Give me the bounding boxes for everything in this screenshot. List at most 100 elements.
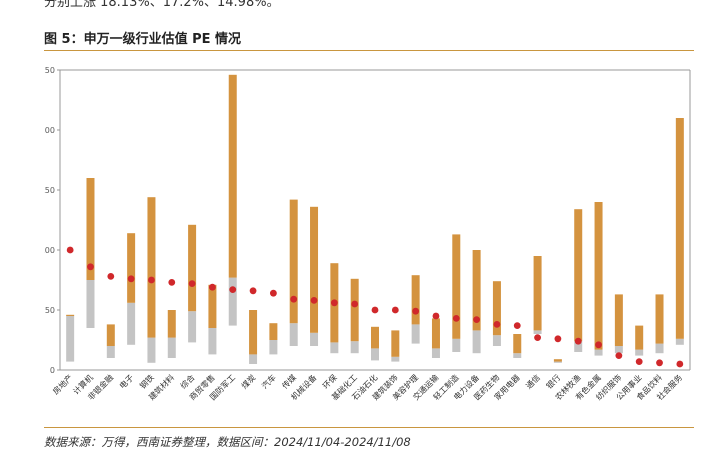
bar-lower-range <box>574 341 583 352</box>
bar-upper-range <box>431 318 440 349</box>
bar-lower-range <box>655 343 664 354</box>
current-pe-point <box>656 359 663 367</box>
current-pe-point <box>371 306 379 314</box>
bar-lower-range <box>371 348 379 361</box>
bar-lower-range <box>86 280 95 328</box>
bar-lower-range <box>106 346 115 358</box>
current-pe-point <box>127 275 135 283</box>
current-pe-point <box>676 360 684 368</box>
current-pe-point <box>188 280 196 287</box>
bar-upper-range <box>350 278 359 342</box>
bar-upper-range <box>411 275 420 325</box>
current-pe-point <box>87 263 94 271</box>
bar-upper-range <box>249 310 258 355</box>
bar-lower-range <box>411 324 420 344</box>
current-pe-point <box>574 337 582 345</box>
bar-upper-range <box>310 206 319 333</box>
bar-upper-range <box>147 197 156 338</box>
current-pe-point <box>615 352 623 359</box>
bar-lower-range <box>66 316 75 362</box>
bar-lower-range <box>452 338 461 352</box>
category-label: 煤炭 <box>239 372 257 390</box>
title-divider <box>44 50 694 51</box>
current-pe-point <box>229 286 237 293</box>
category-label: 环保 <box>320 372 338 390</box>
y-tick-label: 150 <box>44 186 55 195</box>
current-pe-point <box>554 335 562 343</box>
current-pe-point <box>310 297 318 304</box>
y-tick-label: 0 <box>50 366 55 375</box>
y-tick-label: 250 <box>44 66 55 75</box>
bar-lower-range <box>594 349 603 356</box>
bar-upper-range <box>533 256 542 331</box>
category-label: 银行 <box>544 372 562 390</box>
y-tick-label: 100 <box>44 246 55 255</box>
current-pe-point <box>452 315 460 322</box>
current-pe-point <box>473 316 481 323</box>
current-pe-point <box>330 299 338 307</box>
current-pe-point <box>635 358 643 365</box>
bar-upper-range <box>553 359 562 362</box>
bar-lower-range <box>188 311 197 343</box>
bar-upper-range <box>188 224 197 312</box>
source-note: 数据来源：万得，西南证券整理，数据区间：2024/11/04-2024/11/0… <box>44 435 411 449</box>
bar-upper-range <box>513 334 522 354</box>
bar-lower-range <box>675 338 684 345</box>
current-pe-point <box>66 246 74 254</box>
bar-lower-range <box>147 337 156 363</box>
bar-upper-range <box>66 314 75 316</box>
current-pe-point <box>432 312 440 320</box>
current-pe-point <box>290 295 298 303</box>
bar-upper-range <box>86 178 95 280</box>
category-label: 电子 <box>117 372 135 390</box>
bar-lower-range <box>330 342 339 354</box>
bar-upper-range <box>594 202 603 350</box>
current-pe-point <box>269 289 277 297</box>
bar-upper-range <box>391 330 400 357</box>
bar-lower-range <box>431 348 440 358</box>
bar-upper-range <box>574 209 583 342</box>
bar-lower-range <box>553 361 562 363</box>
bar-lower-range <box>533 330 542 334</box>
bar-lower-range <box>127 302 136 345</box>
figure-title: 图 5：申万一级行业估值 PE 情况 <box>44 32 242 47</box>
category-label: 传媒 <box>280 372 298 390</box>
bar-upper-range <box>675 118 684 339</box>
current-pe-point <box>148 276 155 284</box>
bar-lower-range <box>228 277 237 326</box>
bar-lower-range <box>310 332 319 346</box>
current-pe-point <box>595 341 602 349</box>
bar-upper-range <box>289 199 298 324</box>
y-tick-label: 200 <box>44 126 55 135</box>
current-pe-point <box>209 283 216 291</box>
bar-upper-range <box>452 234 461 339</box>
current-pe-point <box>493 321 501 328</box>
bar-upper-range <box>269 323 278 340</box>
bar-upper-range <box>127 233 136 303</box>
bar-upper-range <box>208 284 217 328</box>
bar-lower-range <box>269 340 278 355</box>
bar-upper-range <box>655 294 664 344</box>
bar-upper-range <box>167 310 176 338</box>
bar-lower-range <box>472 330 481 354</box>
bar-upper-range <box>635 325 644 350</box>
current-pe-point <box>412 307 420 315</box>
current-pe-point <box>249 287 257 295</box>
bar-upper-range <box>371 326 379 349</box>
bar-lower-range <box>492 335 501 346</box>
bar-lower-range <box>167 337 176 358</box>
category-label: 综合 <box>178 372 196 390</box>
y-tick-label: 50 <box>45 306 55 315</box>
bar-upper-range <box>614 294 623 346</box>
pe-valuation-chart: 050100150200250房地产计算机非银金融电子钢铁建筑材料综合商贸零售国… <box>44 66 691 402</box>
bar-upper-range <box>492 281 501 336</box>
bar-lower-range <box>208 328 217 355</box>
category-label: 钢铁 <box>137 372 155 390</box>
bar-lower-range <box>289 323 298 346</box>
current-pe-point <box>534 334 541 341</box>
category-label: 汽车 <box>259 372 277 390</box>
current-pe-point <box>107 273 115 280</box>
bar-lower-range <box>391 356 400 362</box>
category-label: 房地产 <box>51 372 75 396</box>
current-pe-point <box>513 322 521 329</box>
